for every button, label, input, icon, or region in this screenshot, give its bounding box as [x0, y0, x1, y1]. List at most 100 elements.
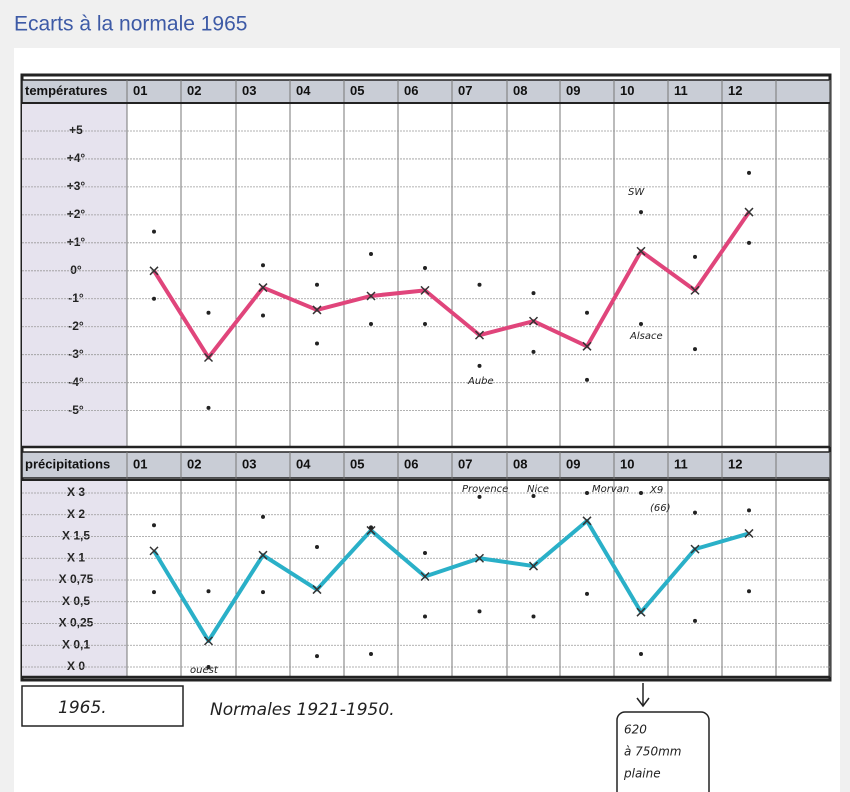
cross-marker: [528, 316, 539, 326]
dot: [152, 523, 156, 528]
y-tick-label: X 0: [67, 659, 85, 673]
y-tick-label: 0°: [70, 263, 82, 277]
annotation: X9: [649, 485, 663, 496]
x-tick-label: 08: [513, 456, 527, 471]
dot: [206, 589, 211, 594]
dot: [531, 494, 536, 499]
x-tick-label: 11: [674, 456, 688, 471]
dot: [639, 210, 643, 215]
x-tick-label: 04: [296, 456, 311, 471]
axis-label: températures: [25, 83, 107, 98]
dot: [261, 263, 265, 268]
y-tick-label: X 0,75: [59, 572, 94, 586]
cross-marker: [582, 341, 592, 351]
cross-marker: [474, 553, 485, 563]
y-tick-label: X 0,25: [59, 616, 94, 630]
dot: [531, 291, 536, 296]
dot: [585, 310, 589, 315]
x-tick-label: 06: [404, 83, 418, 98]
dot: [369, 525, 373, 530]
annotation: (66): [650, 503, 671, 514]
annotation: Aube: [467, 376, 494, 387]
y-tick-label: -2°: [68, 319, 84, 333]
dot: [747, 170, 751, 175]
x-tick-label: 01: [133, 456, 147, 471]
dot: [477, 363, 482, 368]
dot: [206, 665, 211, 669]
cross-marker: [474, 330, 485, 340]
note: 620: [624, 723, 647, 737]
note: à 750mm: [624, 745, 681, 759]
x-tick-label: 05: [350, 456, 364, 471]
annotation: ouest: [190, 665, 219, 676]
y-tick-label: X 2: [67, 507, 85, 521]
y-tick-label: X 0,5: [62, 594, 90, 608]
x-tick-label: 07: [458, 83, 472, 98]
line: [152, 518, 750, 643]
label-column: [22, 480, 127, 677]
cross-marker: [149, 266, 159, 276]
dot: [423, 551, 427, 556]
cross-marker: [366, 291, 376, 301]
cross-marker: [312, 585, 322, 595]
dot: [693, 510, 697, 515]
note-box: [616, 711, 710, 792]
y-tick-label: X 0,1: [62, 637, 90, 651]
dot: [585, 377, 589, 382]
note: 1965.: [58, 698, 107, 718]
annotation: Provence: [462, 484, 508, 495]
y-tick-label: +3°: [67, 179, 86, 193]
dot: [315, 282, 319, 287]
x-tick-label: 12: [728, 456, 742, 471]
x-tick-label: 02: [187, 456, 201, 471]
y-tick-label: +2°: [67, 207, 86, 221]
cross-marker: [312, 305, 322, 315]
x-tick-label: 04: [296, 83, 311, 98]
x-tick-label: 09: [566, 83, 580, 98]
cross-marker: [366, 525, 376, 535]
dot: [206, 310, 211, 315]
y-tick-label: X 1: [67, 550, 85, 564]
dot: [261, 313, 265, 318]
dot: [152, 296, 156, 301]
cross-marker: [636, 246, 646, 256]
dot: [423, 614, 427, 619]
dot: [693, 347, 697, 352]
dot: [639, 321, 643, 326]
y-tick-label: -5°: [68, 403, 84, 417]
line: [152, 210, 751, 360]
y-tick-label: -3°: [68, 347, 84, 361]
y-tick-label: -1°: [68, 291, 84, 305]
dot: [477, 609, 482, 614]
dot: [152, 229, 156, 234]
label-column: [22, 103, 127, 447]
cross-marker: [149, 546, 159, 556]
dot: [531, 614, 536, 619]
note: plaine: [623, 767, 661, 781]
annotation: Alsace: [629, 331, 663, 342]
dot: [747, 240, 751, 245]
dot: [585, 591, 589, 596]
cross-marker: [528, 561, 539, 571]
x-tick-label: 10: [620, 456, 634, 471]
dot: [747, 589, 751, 594]
dot: [206, 405, 211, 410]
dot: [477, 282, 482, 287]
x-tick-label: 01: [133, 83, 147, 98]
x-tick-label: 08: [513, 83, 527, 98]
y-tick-label: X 1,5: [62, 529, 90, 543]
dot: [261, 514, 265, 519]
cross-marker: [203, 352, 214, 363]
cross-marker: [258, 283, 268, 293]
cross-marker: [258, 550, 268, 560]
y-tick-label: +1°: [67, 235, 86, 249]
dot: [747, 508, 751, 513]
x-tick-label: 11: [674, 83, 688, 98]
dot: [315, 341, 319, 346]
x-tick-label: 10: [620, 83, 634, 98]
dot: [423, 321, 427, 326]
x-tick-label: 03: [242, 83, 256, 98]
cross-marker: [690, 544, 700, 554]
annotation: Nice: [527, 484, 549, 495]
